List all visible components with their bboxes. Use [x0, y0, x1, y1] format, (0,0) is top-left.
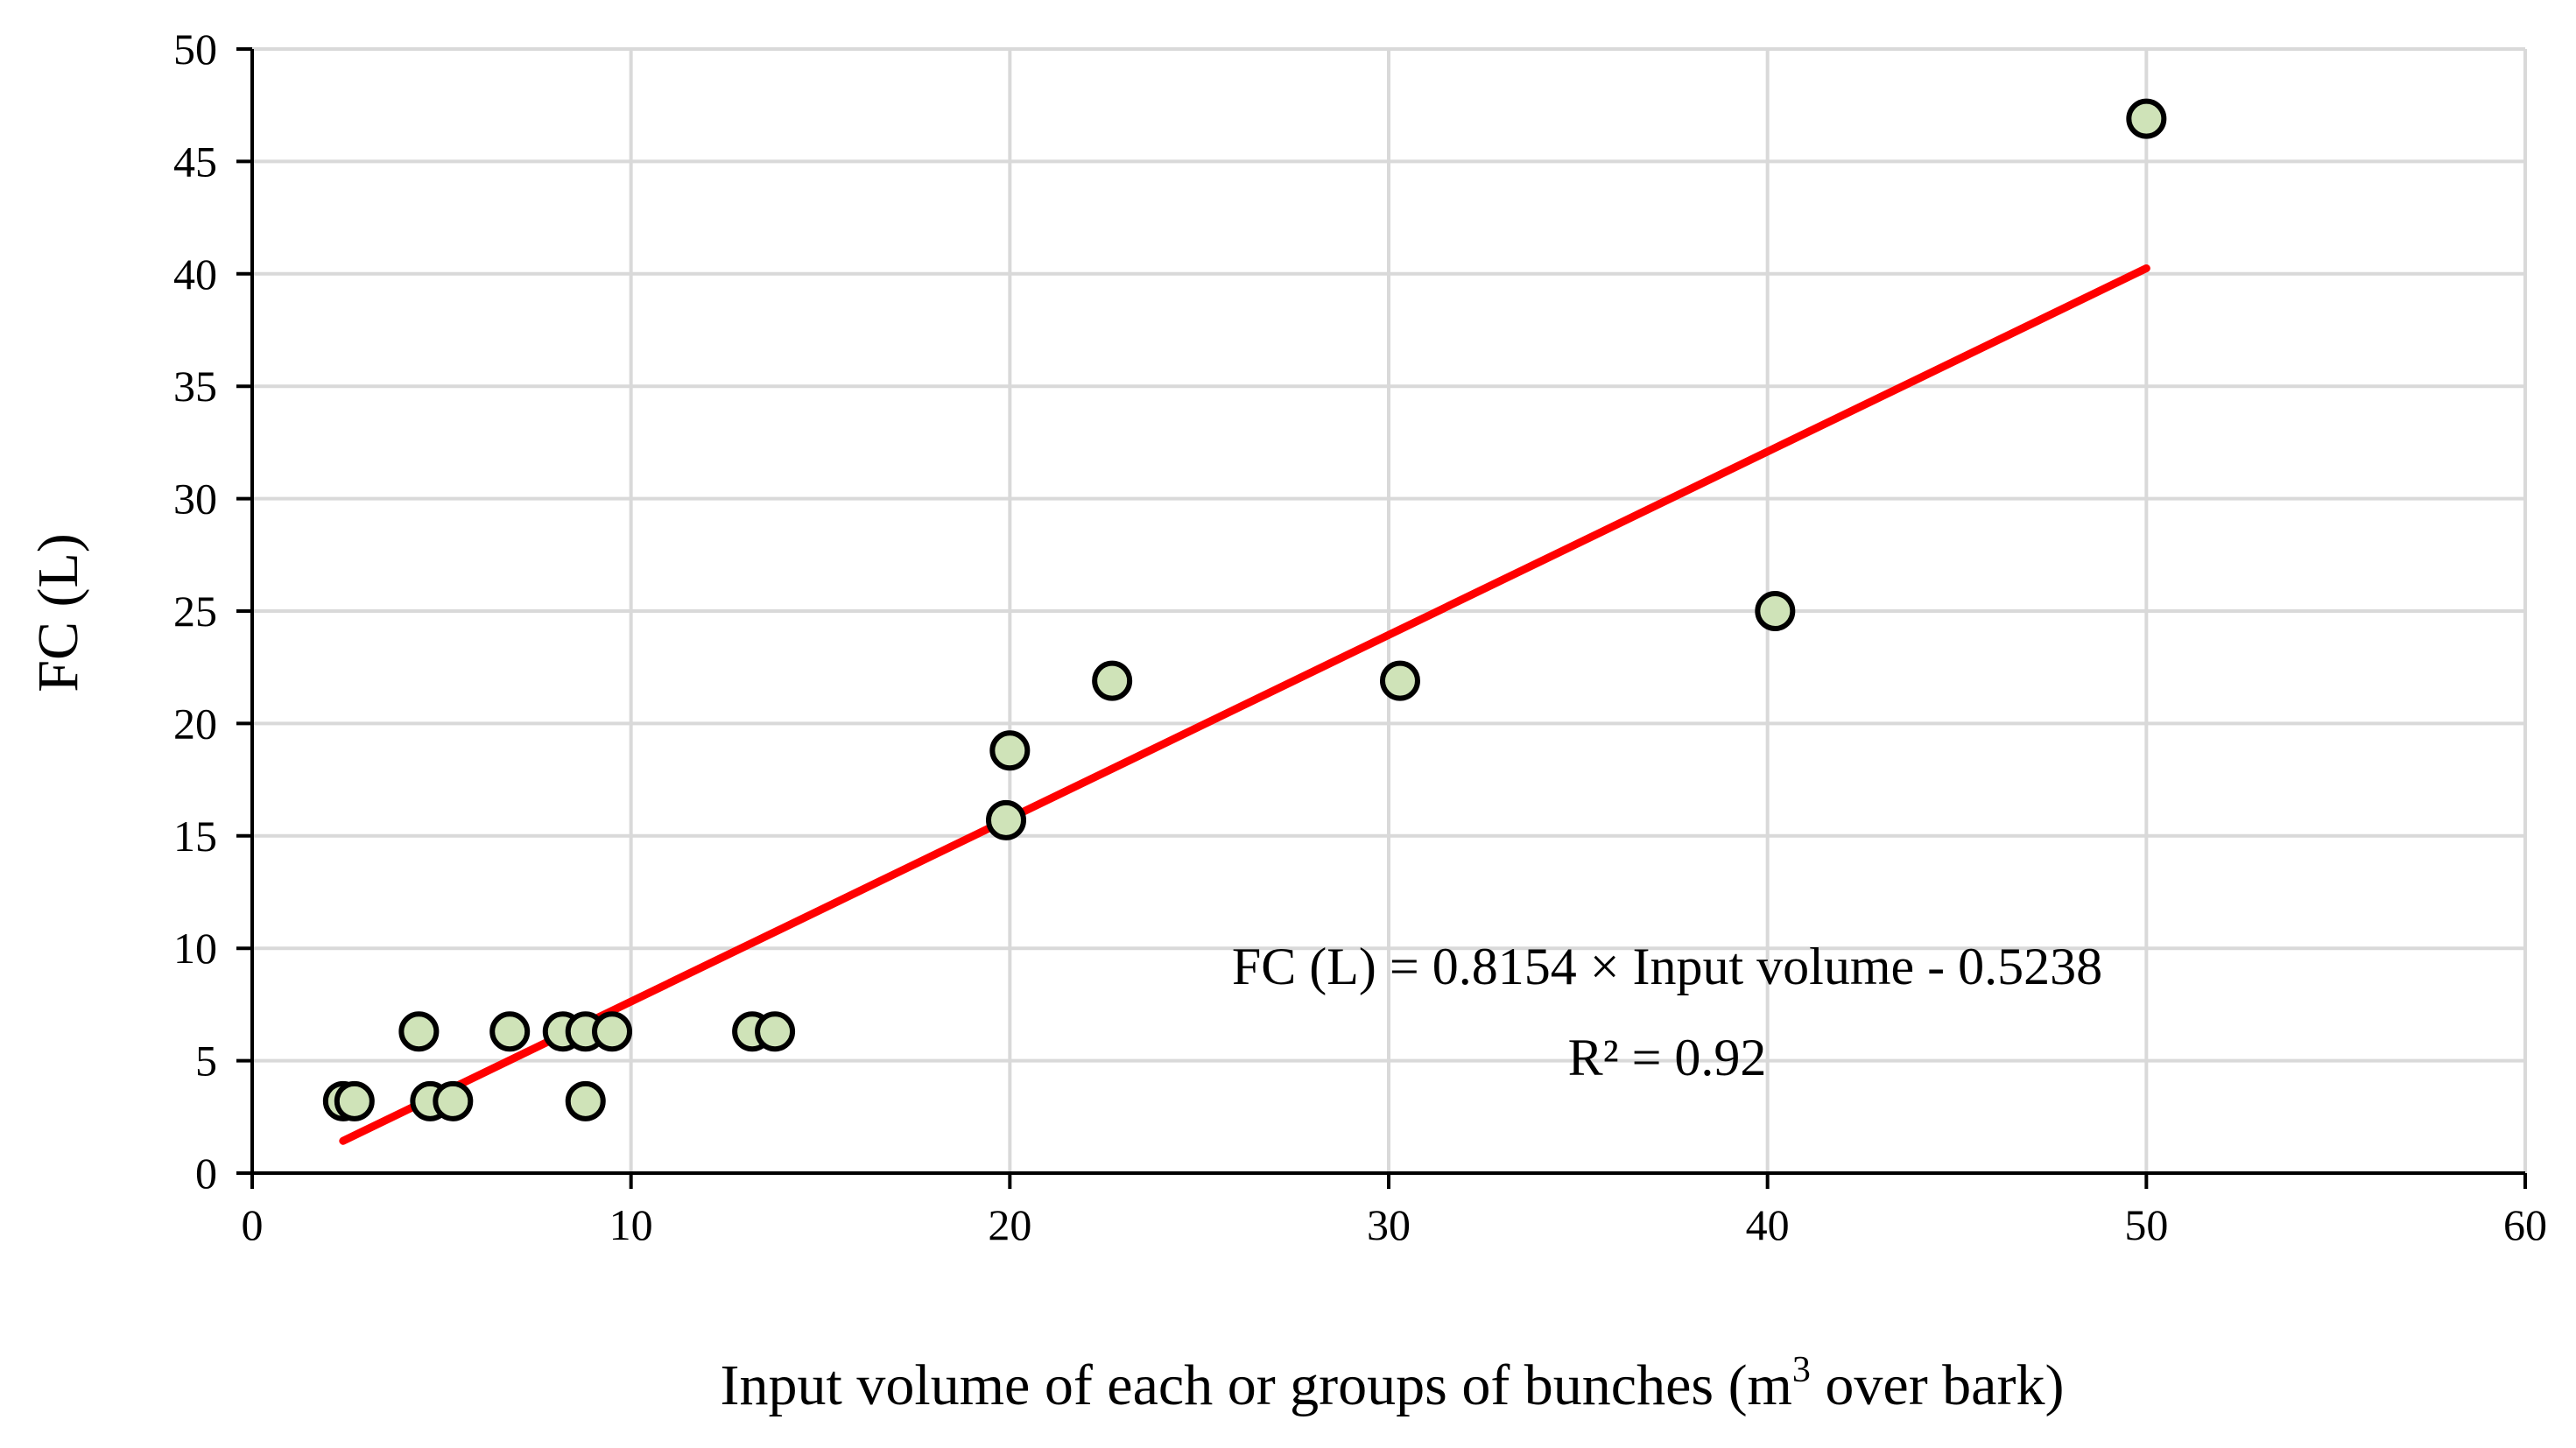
- y-tick-label-35: 35: [173, 362, 217, 411]
- x-tick-labels: 0 10 20 30 40 50 60: [242, 1200, 2548, 1249]
- y-tick-label-40: 40: [173, 250, 217, 299]
- data-point-18: [2126, 98, 2167, 139]
- x-tick-label-10: 10: [609, 1200, 653, 1249]
- y-tick-labels: 0 5 10 15 20 25 30 35 40 45 50: [173, 25, 217, 1198]
- y-tick-label-5: 5: [195, 1037, 217, 1086]
- x-axis-title-main: Input volume of each or groups of bunche…: [721, 1353, 1792, 1417]
- tick-marks: [236, 47, 2527, 1189]
- x-axis-title-tail: over bark): [1811, 1353, 2065, 1417]
- data-point-2: [334, 1080, 375, 1121]
- data-point-9: [565, 1080, 606, 1121]
- data-point-16: [1379, 660, 1420, 701]
- data-point-13: [986, 799, 1027, 840]
- x-tick-label-30: 30: [1367, 1200, 1411, 1249]
- data-point-10: [592, 1011, 633, 1052]
- data-points: [322, 98, 2167, 1121]
- x-tick-label-20: 20: [988, 1200, 1031, 1249]
- y-tick-label-50: 50: [173, 25, 217, 74]
- y-tick-label-25: 25: [173, 587, 217, 636]
- x-tick-label-0: 0: [242, 1200, 264, 1249]
- trendline-equation: FC (L) = 0.8154 × Input volume - 0.5238: [1232, 938, 2102, 995]
- y-tick-label-20: 20: [173, 699, 217, 748]
- data-point-17: [1755, 591, 1796, 631]
- x-axis-title: Input volume of each or groups of bunche…: [721, 1350, 2065, 1417]
- y-tick-label-10: 10: [173, 924, 217, 973]
- x-tick-label-50: 50: [2124, 1200, 2168, 1249]
- y-axis-title: FC (L): [26, 533, 90, 692]
- data-point-5: [433, 1080, 474, 1121]
- x-axis-title-superscript: 3: [1792, 1350, 1811, 1390]
- x-tick-label-40: 40: [1746, 1200, 1790, 1249]
- r-squared-label: R² = 0.92: [1568, 1029, 1767, 1086]
- y-tick-label-0: 0: [195, 1149, 217, 1198]
- data-point-12: [755, 1011, 796, 1052]
- y-tick-label-45: 45: [173, 137, 217, 186]
- y-tick-label-15: 15: [173, 812, 217, 861]
- y-tick-label-30: 30: [173, 474, 217, 524]
- data-point-6: [489, 1011, 531, 1052]
- data-point-15: [1092, 660, 1133, 701]
- trendline: [339, 264, 2150, 1145]
- data-point-14: [989, 730, 1031, 771]
- grid-lines: [252, 47, 2527, 1173]
- x-tick-label-60: 60: [2503, 1200, 2547, 1249]
- data-point-3: [398, 1011, 440, 1052]
